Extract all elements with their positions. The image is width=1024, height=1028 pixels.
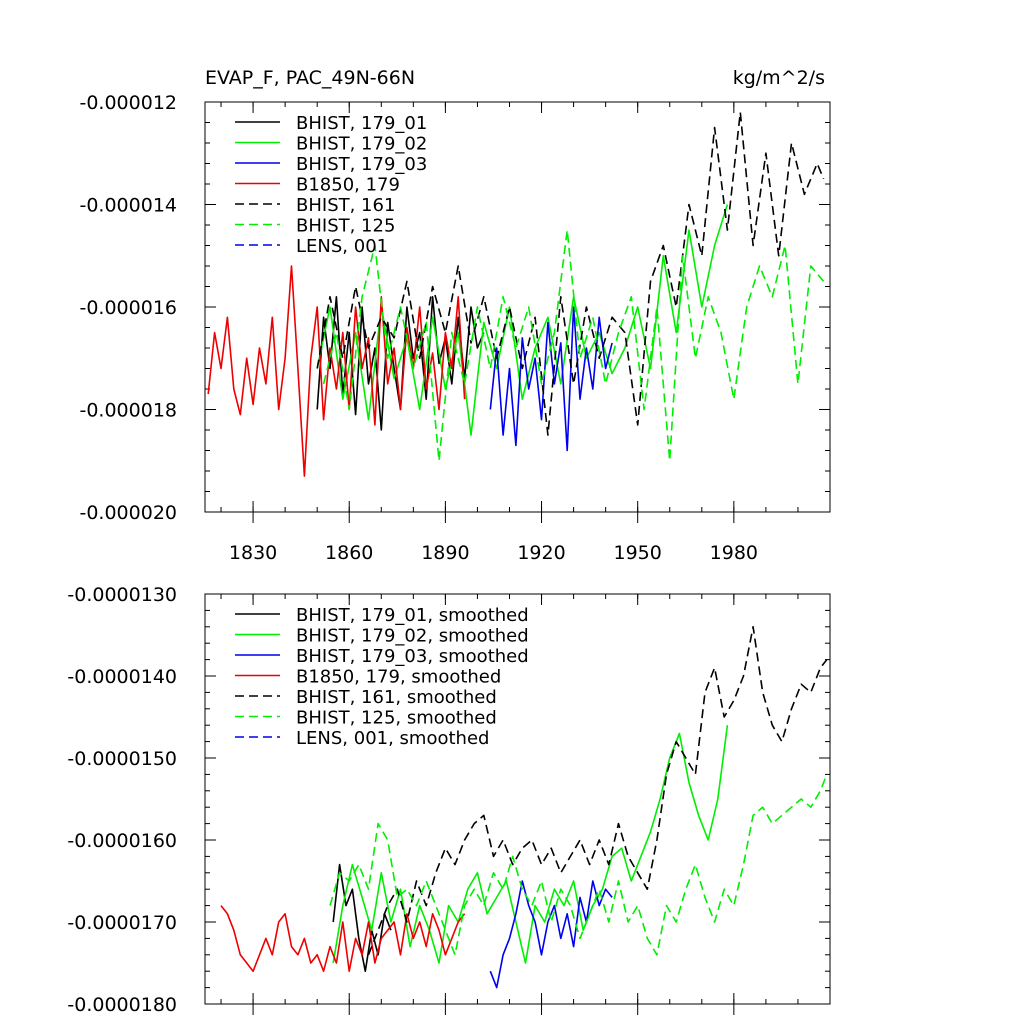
y-tick-label: -0.0000160: [67, 830, 177, 852]
y-tick-label: -0.0000170: [67, 912, 177, 934]
legend-label: BHIST, 179_02: [296, 134, 427, 155]
y-tick-label: -0.0000130: [67, 584, 177, 606]
series-line-6: [322, 229, 825, 462]
series-line-5: [316, 111, 825, 436]
series-line-2: [332, 725, 729, 964]
legend-label: BHIST, 179_01, smoothed: [296, 605, 529, 626]
series-line-3: [489, 306, 613, 452]
x-tick-label: 1920: [517, 542, 565, 564]
series-line-3: [489, 880, 613, 989]
y-tick-label: -0.000014: [79, 195, 177, 217]
series-group: [220, 625, 828, 989]
y-tick-label: -0.000012: [79, 92, 177, 114]
legend-label: LENS, 001: [296, 236, 388, 257]
panel-1: -0.000012 -0.000014 -0.000016 -0.000018 -0.0…: [79, 67, 831, 564]
legend-label: LENS, 001, smoothed: [296, 728, 489, 749]
series-line-2: [316, 204, 729, 436]
x-tick-label: 1830: [229, 542, 277, 564]
series-line-5: [367, 625, 828, 956]
x-tick-label: 1980: [710, 542, 758, 564]
legend-label: BHIST, 179_03, smoothed: [296, 646, 529, 667]
x-tick-label: 1890: [421, 542, 469, 564]
y-tick-label: -0.0000140: [67, 666, 177, 688]
series-group: [207, 111, 825, 477]
legend-label: BHIST, 179_01: [296, 113, 427, 134]
plot-frame: [204, 593, 831, 1005]
legend-label: BHIST, 179_02, smoothed: [296, 626, 529, 647]
legend-label: BHIST, 179_03: [296, 154, 427, 175]
legend-label: BHIST, 161, smoothed: [296, 687, 497, 708]
panel-2: -0.0000130 -0.0000140 -0.0000150 -0.0000160…: [67, 584, 831, 1016]
series-line-6: [329, 774, 828, 956]
x-tick-label: 1860: [325, 542, 373, 564]
legend-label: BHIST, 125, smoothed: [296, 708, 497, 729]
units-label: kg/m^2/s: [733, 67, 825, 89]
series-line-4: [220, 905, 466, 973]
legend-label: B1850, 179: [296, 175, 400, 196]
x-tick-label: 1950: [614, 542, 662, 564]
legend-label: B1850, 179, smoothed: [296, 667, 501, 688]
y-tick-label: -0.000016: [79, 297, 177, 319]
series-line-4: [207, 265, 466, 477]
y-tick-label: -0.0000180: [67, 994, 177, 1016]
legend-label: BHIST, 161: [296, 195, 395, 216]
legend-label: BHIST, 125: [296, 216, 395, 237]
y-tick-label: -0.0000150: [67, 748, 177, 770]
chart-title: EVAP_F, PAC_49N-66N: [205, 67, 415, 89]
y-tick-label: -0.000018: [79, 400, 177, 422]
y-tick-label: -0.000020: [79, 502, 177, 524]
